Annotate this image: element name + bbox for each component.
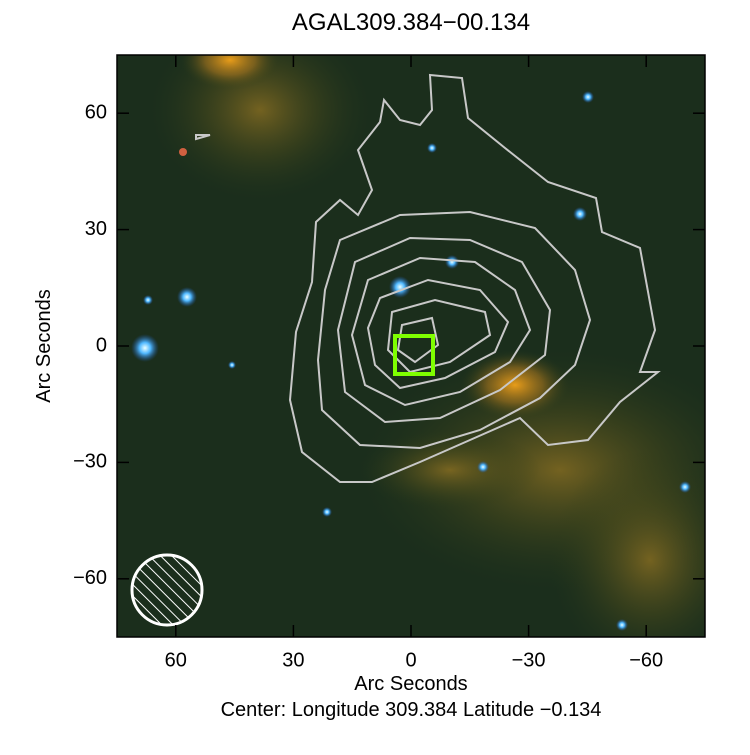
y-tick-label: 30 [85,218,107,240]
target-box [393,334,435,376]
x-tick-label: 30 [282,649,304,671]
x-tick-label: −30 [512,649,546,671]
y-tick-label: −60 [73,567,107,589]
contours [195,73,661,483]
beam [130,553,204,627]
caption: Center: Longitude 309.384 Latitude −0.13… [221,699,602,721]
chart-title: AGAL309.384−00.134 [292,9,530,36]
y-axis-label: Arc Seconds [33,289,55,402]
y-tick-label: 60 [85,101,107,123]
y-tick-label: −30 [73,451,107,473]
y-tick-label: 0 [96,334,107,356]
x-tick-label: 0 [405,649,416,671]
x-tick-label: −60 [629,649,663,671]
sky-image [117,55,705,637]
x-axis-label: Arc Seconds [354,673,467,695]
x-tick-label: 60 [165,649,187,671]
